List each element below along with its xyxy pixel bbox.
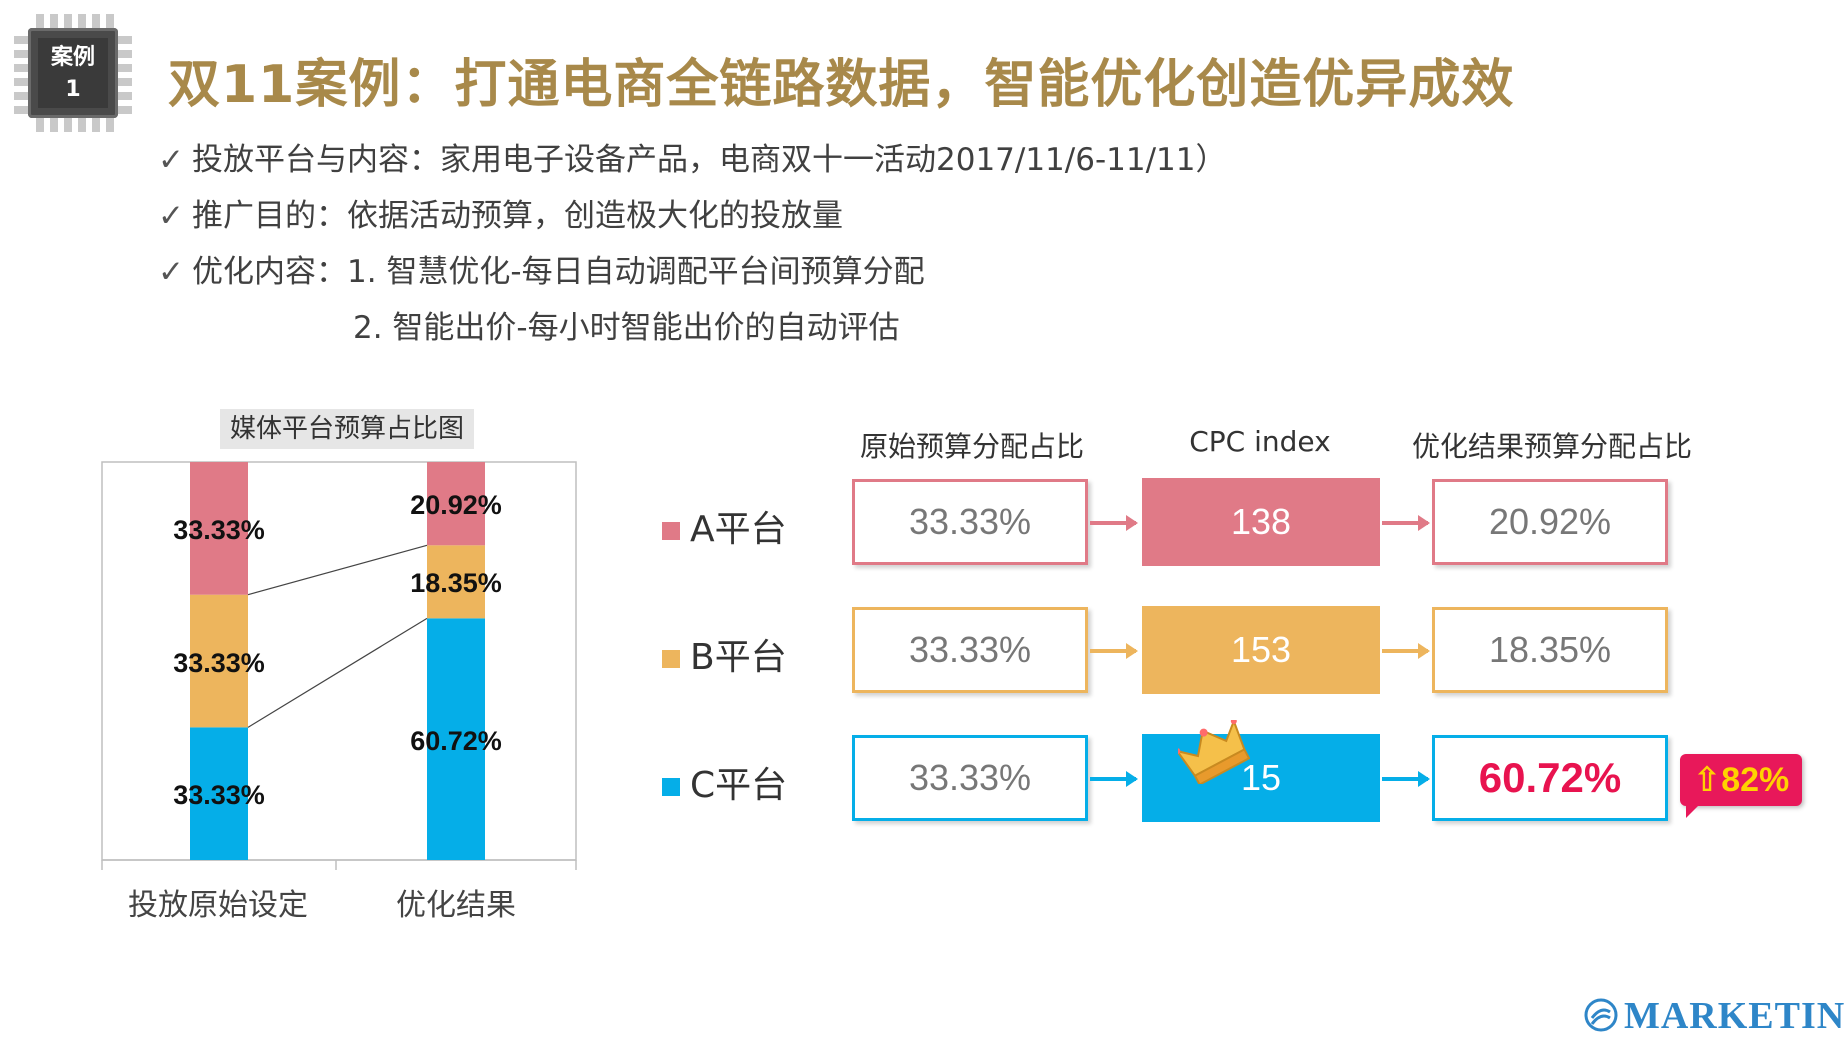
cpc-index-b: 153 (1142, 606, 1380, 694)
legend-swatch-a (662, 522, 680, 540)
data-label-optimized-a: 20.92% (410, 490, 502, 520)
data-label-original-a: 33.33% (173, 515, 265, 545)
bar-segment-b-0 (190, 594, 248, 728)
bar-segment-a-1 (427, 462, 485, 546)
x-tick-label-optimized: 优化结果 (396, 888, 516, 923)
original-share-a: 33.33% (852, 479, 1088, 565)
badge-line2: 1 (65, 77, 81, 102)
data-label-original-b: 33.33% (173, 648, 265, 678)
bullet-list: ✓ 投放平台与内容：家用电子设备产品，电商双十一活动2017/11/6-11/11… (158, 132, 1226, 356)
crown-icon (1178, 720, 1250, 784)
connector-line (247, 617, 428, 728)
data-label-optimized-c: 60.72% (410, 726, 502, 756)
arrow-right-icon (1382, 643, 1430, 659)
bullet-text: 推广目的：依据活动预算，创造极大化的投放量 (192, 198, 843, 234)
bar-segment-a-0 (190, 462, 248, 595)
badge-line1: 案例 (50, 45, 95, 70)
platform-name: B平台 (690, 637, 787, 678)
chip-label: 案例 1 (38, 38, 108, 108)
arrow-right-icon (1090, 643, 1138, 659)
arrow-right-icon (1382, 771, 1430, 787)
platform-name: A平台 (690, 509, 787, 550)
bullet-item: ✓ 推广目的：依据活动预算，创造极大化的投放量 (158, 188, 1226, 244)
x-tick-label-original: 投放原始设定 (128, 888, 308, 923)
chip-body: 案例 1 (28, 28, 118, 118)
bullet-item: ✓ 投放平台与内容：家用电子设备产品，电商双十一活动2017/11/6-11/11… (158, 132, 1226, 188)
chip-pins-icon (14, 14, 132, 132)
cpc-index-c: 15 (1142, 734, 1380, 822)
page-title: 双11案例：打通电商全链路数据，智能优化创造优异成效 (168, 55, 1515, 115)
check-icon: ✓ (158, 142, 184, 178)
chart-title: 媒体平台预算占比图 (220, 409, 475, 449)
bar-segment-c-1 (427, 618, 485, 860)
result-share-b: 18.35% (1432, 607, 1668, 693)
case-badge: 案例 1 (14, 14, 132, 132)
bullet-text: 投放平台与内容：家用电子设备产品，电商双十一活动2017/11/6-11/11） (192, 142, 1227, 178)
check-icon: ✓ (158, 254, 184, 290)
column-header-original: 原始预算分配占比 (859, 430, 1084, 463)
column-header-cpc: CPC index (1189, 425, 1331, 458)
legend-swatch-b (662, 650, 680, 668)
bullet-continuation: 2. 智能出价-每小时智能出价的自动评估 (353, 310, 900, 346)
arrow-right-icon (1382, 515, 1430, 531)
result-share-a: 20.92% (1432, 479, 1668, 565)
arrow-right-icon (1090, 771, 1138, 787)
connector-line (247, 544, 428, 596)
legend-swatch-c (662, 778, 680, 796)
arrow-right-icon (1090, 515, 1138, 531)
bullet-item: ✓ 优化内容：1. 智慧优化-每日自动调配平台间预算分配 (158, 244, 1226, 300)
platform-label-c: C平台 (662, 756, 787, 808)
logo-icon (1584, 998, 1618, 1032)
bar-segment-b-1 (427, 545, 485, 619)
cpc-index-a: 138 (1142, 478, 1380, 566)
column-header-result: 优化结果预算分配占比 (1411, 430, 1692, 463)
platform-name: C平台 (690, 765, 788, 806)
increase-badge: ⇧82% (1680, 754, 1802, 818)
result-share-c: 60.72% (1432, 735, 1668, 821)
original-share-c: 33.33% (852, 735, 1088, 821)
bar-segment-c-0 (190, 727, 248, 860)
bullet-text: 优化内容：1. 智慧优化-每日自动调配平台间预算分配 (192, 254, 925, 290)
brand-logo: MARKETIN (1624, 995, 1845, 1037)
check-icon: ✓ (158, 198, 184, 234)
platform-label-b: B平台 (662, 628, 787, 680)
original-share-b: 33.33% (852, 607, 1088, 693)
data-label-optimized-b: 18.35% (410, 568, 502, 598)
platform-label-a: A平台 (662, 500, 787, 552)
data-label-original-c: 33.33% (173, 780, 265, 810)
